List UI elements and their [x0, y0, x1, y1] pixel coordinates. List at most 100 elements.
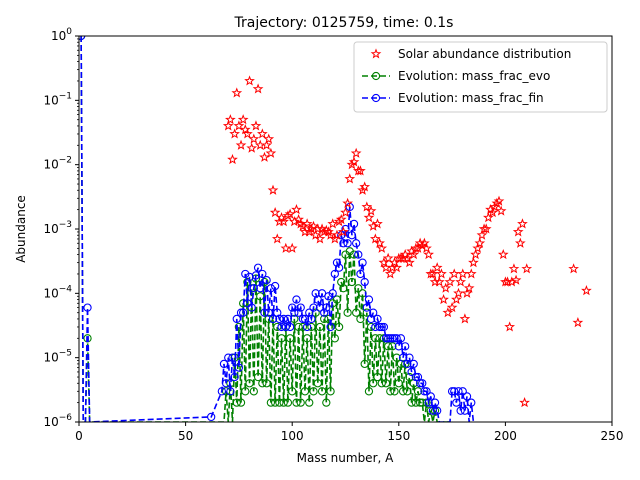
data-point	[311, 308, 320, 317]
data-point	[514, 237, 526, 248]
data-point	[292, 295, 301, 304]
data-point	[232, 314, 241, 324]
data-point	[433, 276, 445, 287]
data-point	[399, 248, 411, 260]
data-point	[444, 276, 456, 287]
data-point	[433, 406, 442, 415]
data-point	[428, 406, 438, 415]
y-tick-label: 100	[51, 27, 72, 43]
data-point	[356, 314, 365, 324]
data-point	[332, 295, 342, 304]
data-point	[568, 263, 579, 274]
data-point	[269, 206, 281, 218]
data-point	[451, 293, 462, 305]
data-point	[455, 276, 466, 287]
data-point	[453, 287, 464, 298]
data-point	[227, 153, 238, 165]
data-point	[418, 379, 427, 388]
data-point	[355, 165, 366, 176]
data-point	[313, 379, 322, 388]
data-point	[407, 398, 416, 407]
data-point	[298, 314, 308, 324]
data-point	[458, 387, 467, 396]
data-point	[339, 284, 348, 293]
data-point	[270, 281, 280, 291]
data-point	[266, 398, 276, 407]
data-point	[521, 263, 533, 274]
data-point	[398, 353, 408, 362]
data-point	[405, 353, 414, 362]
data-point	[297, 220, 309, 231]
data-point	[369, 379, 378, 388]
data-point	[296, 303, 305, 312]
data-point	[330, 269, 339, 279]
data-point	[465, 268, 477, 279]
data-point	[271, 233, 283, 244]
data-point	[422, 398, 431, 407]
x-tick-label: 200	[494, 429, 517, 443]
data-point	[364, 295, 374, 304]
data-point	[225, 114, 236, 125]
data-point	[333, 216, 345, 227]
data-point	[228, 353, 237, 362]
data-point	[420, 387, 429, 396]
data-point	[411, 372, 421, 382]
data-point	[232, 398, 241, 407]
data-point	[239, 308, 248, 317]
legend-marker	[370, 48, 382, 59]
data-point	[324, 314, 333, 324]
data-point	[352, 239, 361, 248]
data-point	[350, 147, 362, 158]
data-point	[447, 387, 457, 396]
data-point	[315, 322, 325, 332]
data-point	[482, 212, 494, 223]
data-point	[332, 258, 342, 267]
x-tick-label: 50	[178, 429, 193, 443]
data-point	[392, 334, 401, 343]
data-point	[452, 398, 461, 407]
data-point	[376, 242, 388, 253]
data-point	[348, 156, 360, 167]
data-point	[251, 271, 261, 280]
data-point	[418, 398, 427, 407]
data-point	[302, 322, 312, 332]
data-point	[508, 263, 520, 274]
data-point	[233, 120, 245, 131]
data-point	[391, 262, 403, 273]
data-point	[260, 308, 269, 317]
data-point	[298, 322, 308, 332]
data-point	[234, 363, 244, 372]
data-point	[430, 398, 440, 407]
data-point	[396, 334, 406, 343]
data-point	[317, 387, 327, 396]
data-point	[266, 284, 276, 293]
data-point	[334, 322, 344, 332]
data-point	[277, 334, 286, 343]
data-point	[454, 387, 463, 396]
y-axis-label: Abundance	[14, 195, 28, 263]
data-point	[309, 303, 318, 312]
data-point	[430, 406, 440, 415]
x-axis-label: Mass number, A	[297, 451, 394, 465]
plot-area	[79, 36, 592, 422]
data-point	[371, 322, 380, 332]
data-point	[480, 223, 492, 234]
data-point	[301, 218, 313, 229]
data-point	[360, 359, 369, 369]
data-point	[268, 314, 278, 324]
data-point	[462, 392, 472, 401]
data-point	[290, 308, 299, 317]
data-point	[285, 334, 295, 343]
data-point	[270, 398, 280, 407]
data-point	[256, 292, 265, 301]
x-tick-label: 0	[75, 429, 83, 443]
data-point	[495, 205, 507, 216]
data-point	[294, 308, 303, 317]
data-point	[448, 268, 460, 279]
data-point	[226, 387, 235, 396]
legend-marker	[371, 93, 381, 103]
data-point	[408, 248, 420, 260]
data-point	[394, 379, 403, 388]
data-point	[236, 308, 246, 317]
